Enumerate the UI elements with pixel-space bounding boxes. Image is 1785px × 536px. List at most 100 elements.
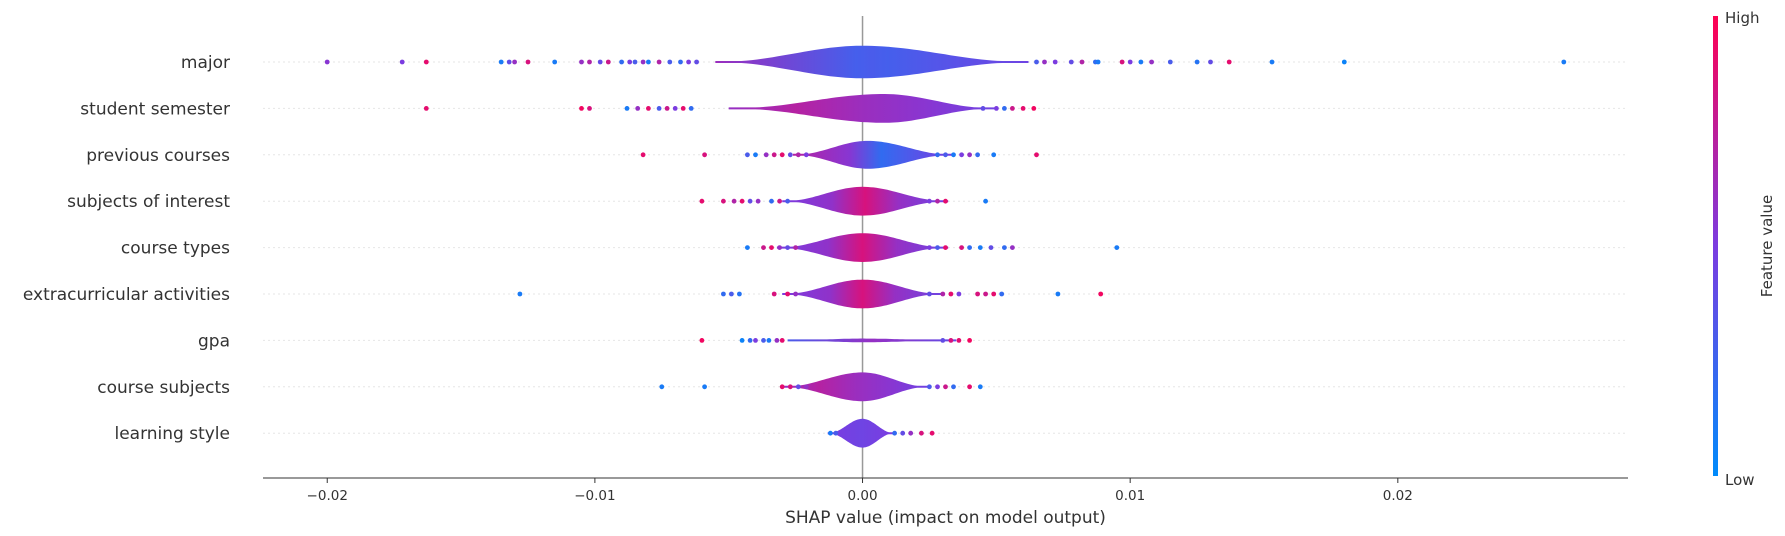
violin-shape <box>782 186 949 216</box>
data-point <box>777 245 782 251</box>
x-tick-label: 0.00 <box>847 488 877 504</box>
data-point <box>745 245 750 251</box>
data-point <box>517 291 523 297</box>
data-point <box>975 152 980 158</box>
data-point <box>951 152 956 158</box>
data-point <box>833 430 839 436</box>
data-point <box>977 245 983 251</box>
data-point <box>1010 245 1015 251</box>
data-point <box>753 338 758 343</box>
data-point <box>935 152 940 158</box>
data-point <box>1138 59 1144 65</box>
data-point <box>688 106 694 111</box>
data-point <box>1002 245 1007 251</box>
data-point <box>646 59 651 65</box>
data-point <box>1226 59 1232 65</box>
data-point <box>975 291 980 297</box>
data-point <box>943 152 948 158</box>
data-point <box>632 59 638 65</box>
x-axis-ticks: −0.02 −0.01 0.00 0.01 0.02 <box>307 478 1413 504</box>
data-point <box>640 152 646 158</box>
data-point <box>1194 59 1200 65</box>
data-point <box>959 152 964 158</box>
data-point <box>694 59 699 65</box>
data-point <box>597 59 603 65</box>
data-point <box>739 338 745 343</box>
data-point <box>605 59 611 65</box>
data-point <box>579 59 584 65</box>
data-point <box>1341 59 1347 65</box>
data-point <box>795 152 801 158</box>
colorbar-title: Feature value <box>1758 195 1776 297</box>
data-point <box>929 430 935 436</box>
data-point <box>721 198 726 204</box>
violin-shape <box>782 279 943 309</box>
data-point <box>779 152 785 158</box>
data-point <box>1068 59 1074 65</box>
feature-label: subjects of interest <box>67 192 230 212</box>
data-point <box>739 198 745 204</box>
colorbar-low-label: Low <box>1725 471 1755 489</box>
data-point <box>324 59 330 65</box>
data-point <box>959 245 964 251</box>
x-axis-title: SHAP value (impact on model output) <box>785 508 1106 528</box>
data-point <box>935 245 940 251</box>
data-point <box>1127 59 1133 65</box>
data-point <box>635 106 641 111</box>
data-point <box>793 245 798 251</box>
x-tick-label: −0.01 <box>574 488 615 504</box>
x-tick-label: −0.02 <box>307 488 348 504</box>
colorbar-gradient <box>1713 16 1718 476</box>
data-point <box>512 59 517 65</box>
data-point <box>935 384 940 390</box>
data-point <box>702 384 707 390</box>
data-point <box>1034 59 1039 65</box>
data-point <box>785 245 790 251</box>
data-point <box>667 59 673 65</box>
violin-shape <box>782 372 930 402</box>
violins <box>715 45 1029 448</box>
data-point <box>919 430 924 436</box>
data-point <box>943 384 948 390</box>
x-tick-label: 0.02 <box>1383 488 1413 504</box>
data-point <box>967 245 972 251</box>
data-point <box>967 338 972 343</box>
data-point <box>1208 59 1213 65</box>
data-point <box>731 198 737 204</box>
data-point <box>1095 59 1101 65</box>
data-point <box>927 291 932 297</box>
data-point <box>793 291 798 297</box>
data-point <box>948 291 954 297</box>
data-point <box>787 152 793 158</box>
data-point <box>587 59 592 65</box>
data-point <box>619 59 624 65</box>
data-point <box>747 338 753 343</box>
data-point <box>1031 106 1037 111</box>
violin-shape <box>787 338 957 343</box>
data-point <box>761 245 766 251</box>
data-point <box>755 198 761 204</box>
colorbar: High Low Feature value <box>1713 9 1776 489</box>
data-point <box>737 291 742 297</box>
data-point <box>745 152 750 158</box>
data-point <box>774 338 780 343</box>
data-point <box>1020 106 1026 111</box>
data-point <box>761 338 766 343</box>
data-point <box>766 338 772 343</box>
data-point <box>747 198 753 204</box>
data-point <box>1098 291 1104 297</box>
data-point <box>948 338 954 343</box>
data-point <box>785 291 790 297</box>
data-point <box>943 198 948 204</box>
data-point <box>787 384 793 390</box>
data-point <box>579 106 584 111</box>
data-point <box>1010 106 1015 111</box>
data-point <box>624 106 630 111</box>
feature-label: learning style <box>114 424 230 444</box>
data-point <box>977 384 983 390</box>
data-point <box>940 338 946 343</box>
data-point <box>627 59 633 65</box>
data-point <box>956 338 962 343</box>
data-point <box>656 106 662 111</box>
